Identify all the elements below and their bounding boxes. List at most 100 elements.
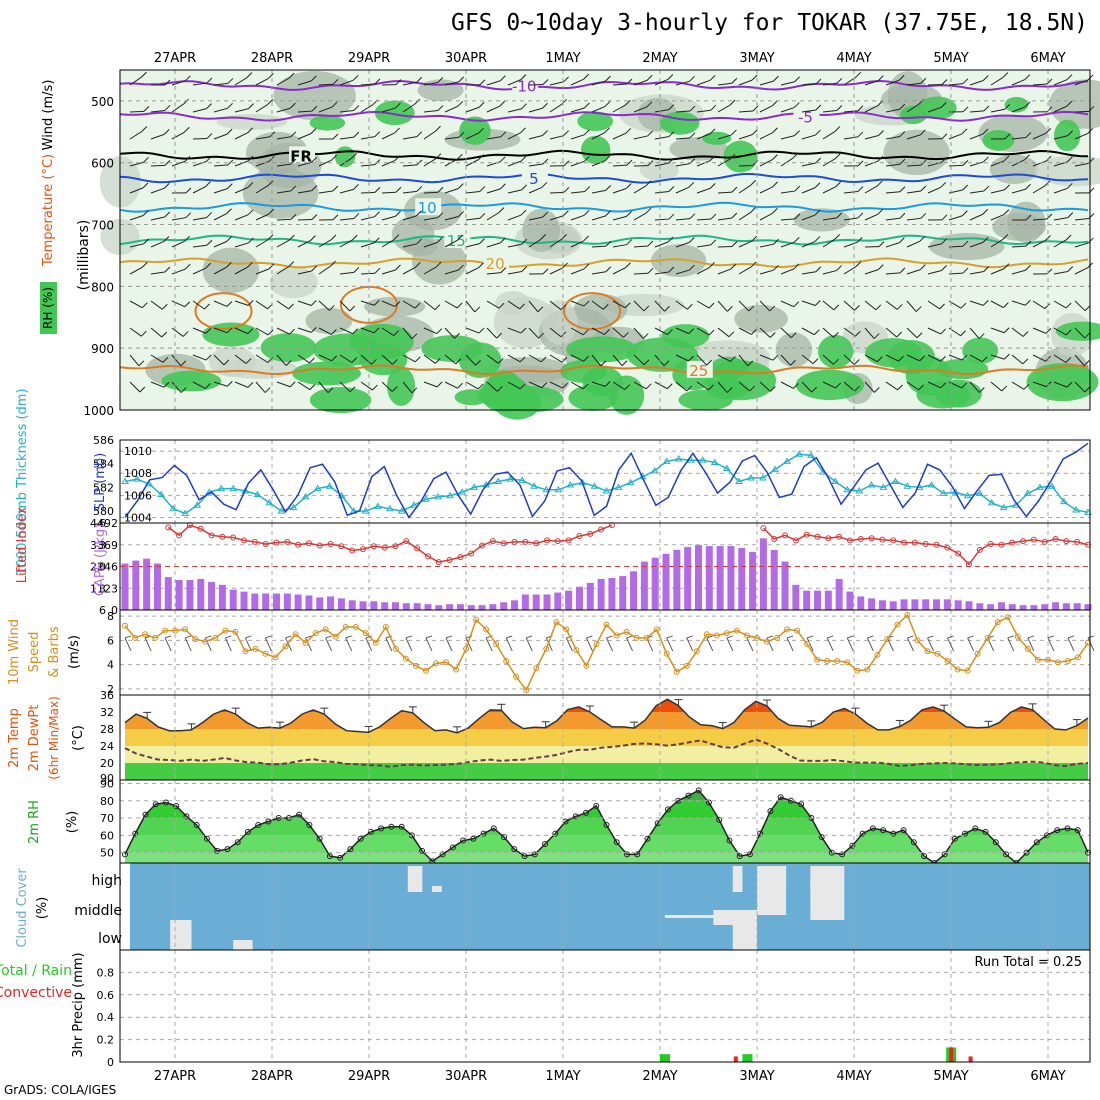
- li-line-point: [284, 538, 291, 545]
- wind-barb: [1074, 79, 1089, 86]
- rh-line-point: [460, 837, 467, 844]
- cape-bar: [846, 591, 854, 610]
- wind-barb-flag: [309, 357, 315, 364]
- rh-line-point: [910, 839, 917, 846]
- cape-bar: [943, 599, 951, 610]
- wind-barb-flag: [727, 306, 733, 312]
- wind-barb: [1053, 354, 1067, 363]
- rh-line-point: [900, 827, 907, 834]
- wind-barb-flag: [184, 263, 191, 270]
- wind-barb: [633, 79, 648, 86]
- wind-barb: [360, 191, 376, 194]
- thickness-line-point: [783, 457, 791, 464]
- x-tick-top: 5MAY: [933, 51, 968, 66]
- wind-barb-flag: [393, 330, 400, 336]
- cape-bar: [770, 549, 778, 610]
- wind-barb-flag: [647, 130, 654, 137]
- li-line-point: [327, 541, 334, 548]
- wind-barb-flag: [414, 262, 421, 268]
- wind-barb-flag: [435, 153, 442, 160]
- li-line-point: [836, 533, 843, 540]
- x-tick-bottom: 1MAY: [545, 1069, 580, 1084]
- wind-barb-flag: [394, 155, 401, 161]
- wind-barb: [234, 266, 248, 275]
- cape-bar: [878, 600, 886, 610]
- wind-barb: [255, 77, 269, 86]
- wind-barb-flag: [437, 77, 444, 83]
- wind-barb: [360, 216, 375, 221]
- wind-speed-line-point: [302, 639, 309, 646]
- wind-barb-flag: [645, 383, 652, 390]
- rh-line-point: [859, 830, 866, 837]
- wind-barb: [885, 163, 900, 167]
- thickness-line-point: [879, 483, 888, 490]
- wind-barb-flag: [414, 302, 421, 309]
- wind-barb-flag: [920, 129, 926, 136]
- li-line-point: [511, 538, 518, 545]
- wind-speed-line-point: [844, 659, 851, 666]
- wind-barb-flag: [813, 329, 820, 336]
- wind-barb: [1074, 132, 1089, 140]
- wind-barb: [486, 105, 500, 113]
- rh-shading-green: [577, 111, 614, 132]
- cape-bar: [1030, 605, 1038, 610]
- wind-barb: [612, 354, 623, 366]
- wind-speed-line-point: [623, 628, 630, 635]
- wind-barb: [171, 354, 182, 367]
- precip-ylabel: 3hr Precip (mm): [71, 952, 86, 1057]
- wind-barb: [801, 241, 816, 248]
- wind-barb: [318, 239, 332, 248]
- wind-barb-flag: [1045, 127, 1052, 134]
- wind-barb-flag: [814, 182, 821, 189]
- rh-line-point: [203, 835, 210, 842]
- wind-barb: [1032, 300, 1046, 310]
- thickness-line-point: [277, 507, 286, 514]
- wind-barb-flag: [1067, 130, 1073, 137]
- wind-barb: [591, 271, 606, 275]
- cape-bar: [197, 579, 205, 610]
- precip-tick: 0.4: [97, 1011, 115, 1024]
- isotherm-label: 10: [418, 199, 437, 217]
- wind-barb: [150, 216, 165, 221]
- wind-barb: [780, 157, 793, 167]
- wind-barb-10m-flag: [185, 635, 192, 639]
- li-line-point: [208, 532, 215, 539]
- thickness-line-point: [518, 476, 527, 483]
- cape-bar: [218, 584, 226, 610]
- precip-tick: 0.6: [97, 989, 115, 1002]
- wind-barb: [213, 133, 228, 140]
- wind-speed-line-point: [884, 636, 891, 643]
- wind-speed-line-point: [753, 634, 760, 641]
- wind-barb-flag: [794, 185, 801, 192]
- wind-barb-10m: [766, 637, 774, 652]
- wind-barb: [192, 137, 208, 140]
- wind-barb-flag: [519, 356, 526, 363]
- wind-barb-flag: [311, 157, 317, 163]
- li-tick: 0: [99, 561, 106, 574]
- li-line-point: [1020, 538, 1027, 545]
- rh-line-point: [326, 853, 333, 860]
- wind-barb-flag: [331, 355, 338, 362]
- wind-barb: [213, 300, 228, 307]
- wind-barb-flag: [416, 210, 422, 217]
- wind-barb-flag: [247, 382, 254, 388]
- wind-barb: [759, 354, 774, 361]
- wind-barb-flag: [792, 152, 799, 159]
- wind-barb-flag: [267, 180, 274, 187]
- wind-speed-line-point: [252, 645, 259, 652]
- wind-barb: [297, 327, 312, 333]
- wind-barb-flag: [1022, 331, 1029, 337]
- wind-barb: [759, 186, 773, 194]
- wind-barb: [927, 270, 942, 275]
- wind-barb: [990, 354, 1005, 360]
- cape-bar: [868, 598, 876, 610]
- rh-line-point: [398, 823, 405, 830]
- wind-barb-flag: [854, 330, 861, 337]
- rh-line-point: [777, 794, 784, 801]
- thickness-line-point: [891, 477, 900, 484]
- li-line-point: [479, 542, 486, 549]
- wind-barb-flag: [519, 303, 525, 310]
- wind-barb-10m-flag: [345, 635, 352, 639]
- rh-line-point: [869, 825, 876, 832]
- wind-barb-flag: [289, 328, 295, 335]
